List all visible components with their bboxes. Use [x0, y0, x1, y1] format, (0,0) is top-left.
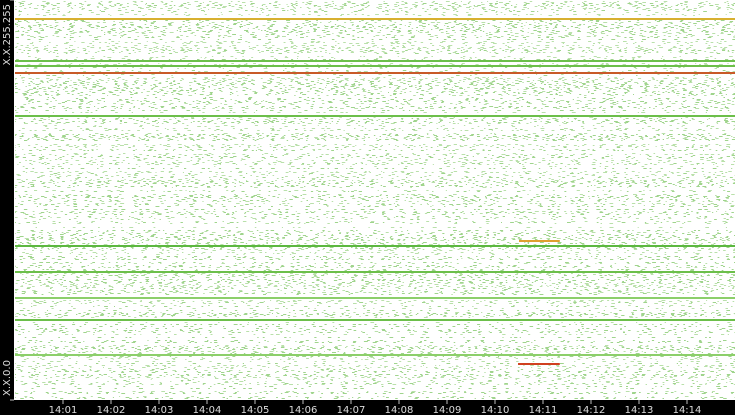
x-tick-label: 14:13 [625, 405, 654, 415]
x-tick-label: 14:06 [289, 405, 318, 415]
x-tick-label: 14:01 [49, 405, 78, 415]
y-tick-label: X.X.0.0 [2, 360, 13, 396]
x-tick-label: 14:07 [337, 405, 366, 415]
x-axis-bar [0, 400, 735, 415]
x-tick-label: 14:14 [673, 405, 702, 415]
x-tick-label: 14:05 [241, 405, 270, 415]
x-tick-label: 14:04 [193, 405, 222, 415]
y-tick-label: X.X.255.255 [2, 4, 13, 65]
y-axis-bar [0, 0, 14, 415]
x-tick-label: 14:10 [481, 405, 510, 415]
x-tick-label: 14:08 [385, 405, 414, 415]
x-tick-label: 14:09 [433, 405, 462, 415]
x-tick-label: 14:12 [577, 405, 606, 415]
x-tick-label: 14:02 [97, 405, 126, 415]
x-tick-label: 14:11 [529, 405, 558, 415]
x-tick-label: 14:03 [145, 405, 174, 415]
